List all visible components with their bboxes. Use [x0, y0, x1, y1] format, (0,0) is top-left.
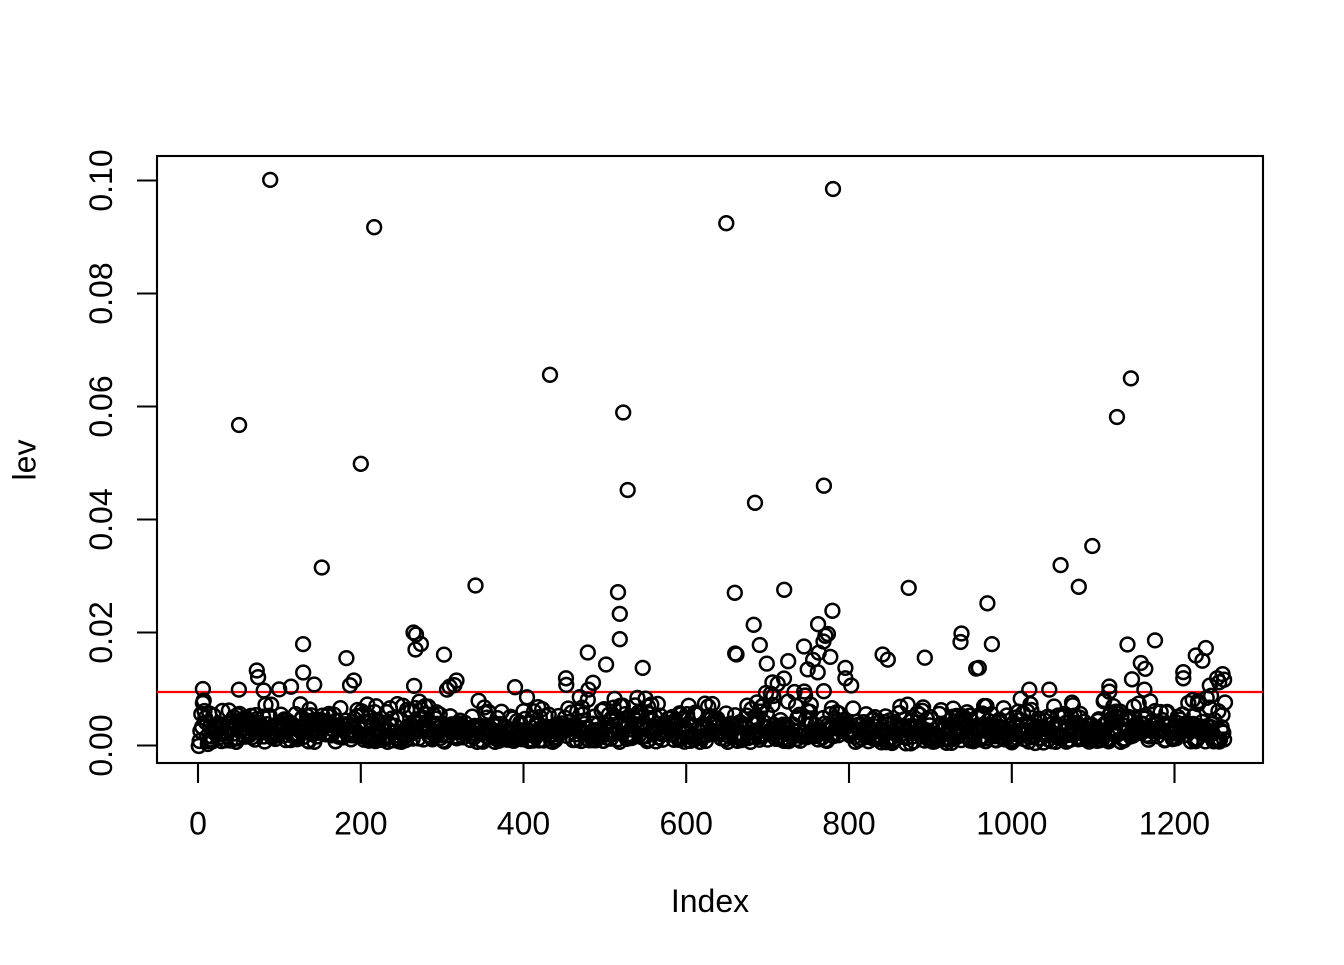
svg-text:0.06: 0.06 [83, 375, 119, 437]
svg-text:800: 800 [822, 806, 875, 842]
svg-text:0: 0 [189, 806, 207, 842]
svg-text:lev: lev [7, 440, 43, 481]
svg-text:1000: 1000 [976, 806, 1047, 842]
svg-text:400: 400 [497, 806, 550, 842]
svg-text:0.04: 0.04 [83, 488, 119, 550]
svg-text:200: 200 [334, 806, 387, 842]
svg-text:0.00: 0.00 [83, 714, 119, 776]
svg-text:600: 600 [660, 806, 713, 842]
svg-text:0.08: 0.08 [83, 262, 119, 324]
svg-text:1200: 1200 [1139, 806, 1210, 842]
svg-text:0.10: 0.10 [83, 149, 119, 211]
svg-text:Index: Index [671, 883, 749, 919]
svg-text:0.02: 0.02 [83, 601, 119, 663]
